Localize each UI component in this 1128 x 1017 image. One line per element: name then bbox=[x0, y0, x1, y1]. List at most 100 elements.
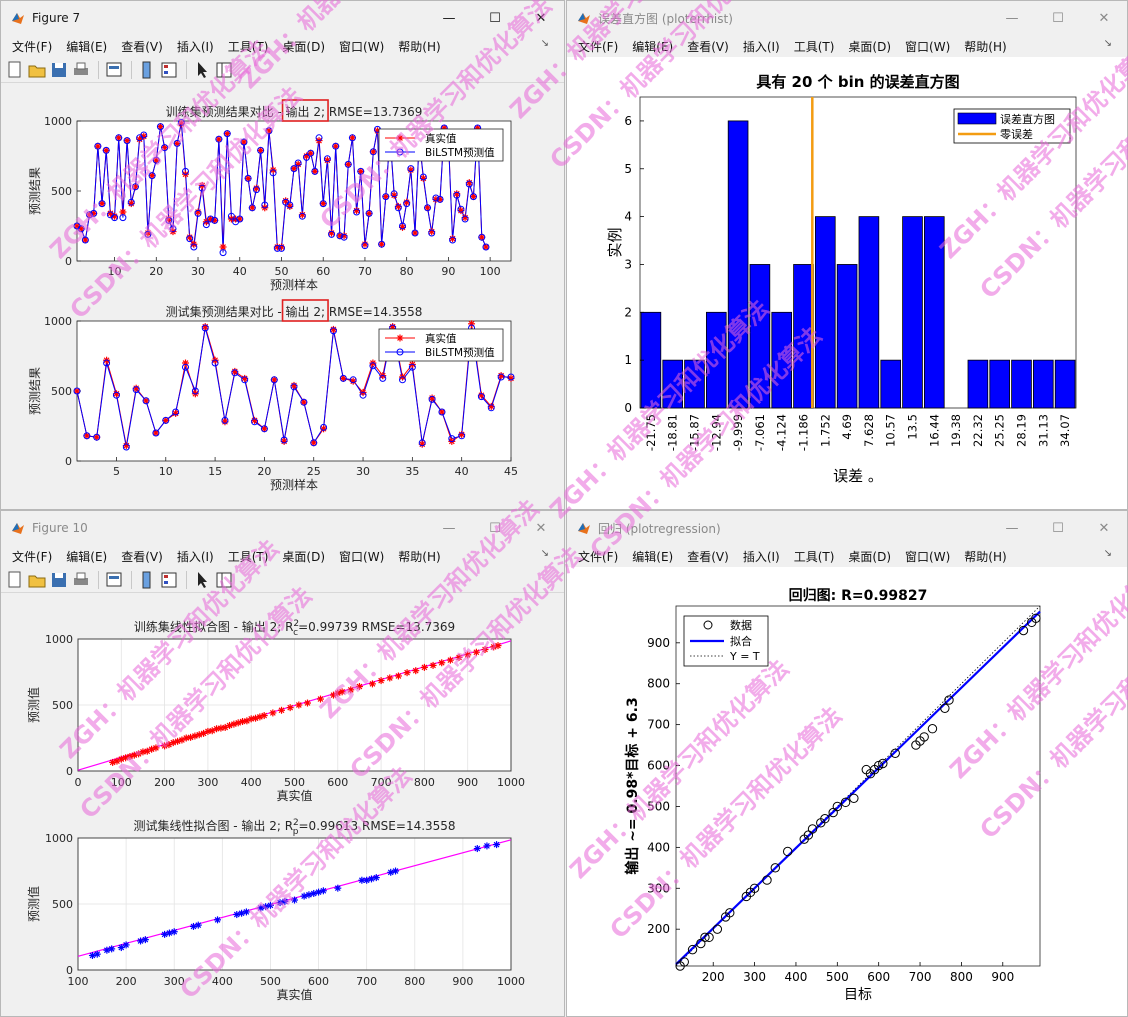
circle-marker bbox=[221, 416, 229, 424]
circle-marker bbox=[98, 200, 106, 208]
maximize-button[interactable]: ☐ bbox=[1052, 520, 1064, 536]
menu-item-4[interactable]: 工具(T) bbox=[227, 39, 269, 54]
xtick-label: 1000 bbox=[497, 975, 525, 988]
menu-item-7[interactable]: 帮助(H) bbox=[398, 549, 441, 564]
menu-item-6[interactable]: 窗口(W) bbox=[905, 39, 951, 54]
menu-item-7[interactable]: 帮助(H) bbox=[398, 39, 441, 54]
close-button[interactable]: ✕ bbox=[1098, 10, 1110, 26]
dock-arrow-icon[interactable]: ↘ bbox=[1103, 38, 1112, 49]
legend-icon[interactable] bbox=[159, 60, 179, 80]
star-marker bbox=[131, 183, 139, 191]
dock-arrow-icon[interactable]: ↘ bbox=[540, 548, 549, 559]
menu-item-7[interactable]: 帮助(H) bbox=[964, 39, 1007, 54]
property-inspector-icon[interactable] bbox=[214, 570, 234, 590]
star-marker bbox=[270, 376, 278, 384]
close-button[interactable]: ✕ bbox=[535, 10, 547, 26]
star-marker bbox=[483, 842, 491, 850]
star-marker bbox=[319, 200, 327, 208]
menu-item-3[interactable]: 插入(I) bbox=[742, 39, 780, 54]
maximize-button[interactable]: ☐ bbox=[1052, 10, 1064, 26]
dock-arrow-icon[interactable]: ↘ bbox=[540, 38, 549, 49]
new-file-icon[interactable] bbox=[5, 570, 25, 590]
menu-item-1[interactable]: 编辑(E) bbox=[632, 39, 674, 54]
minimize-button[interactable]: — bbox=[442, 520, 456, 536]
figure7-titlebar[interactable]: Figure 7 — ☐ ✕ bbox=[1, 1, 564, 35]
xtick-label: 600 bbox=[308, 975, 329, 988]
menu-item-5[interactable]: 桌面(D) bbox=[848, 39, 892, 54]
menu-item-2[interactable]: 查看(V) bbox=[687, 549, 729, 564]
figure10-titlebar[interactable]: Figure 10 — ☐ ✕ bbox=[1, 511, 564, 545]
menu-item-4[interactable]: 工具(T) bbox=[793, 549, 835, 564]
star-marker bbox=[213, 725, 221, 733]
menu-item-7[interactable]: 帮助(H) bbox=[964, 549, 1007, 564]
minimize-button[interactable]: — bbox=[1005, 10, 1019, 26]
menu-item-6[interactable]: 窗口(W) bbox=[905, 549, 951, 564]
open-folder-icon[interactable] bbox=[27, 570, 47, 590]
regression-title: 回归图: R=0.99827 bbox=[789, 587, 928, 604]
close-button[interactable]: ✕ bbox=[535, 520, 547, 536]
link-plot-icon[interactable] bbox=[104, 570, 124, 590]
star-marker bbox=[396, 134, 404, 142]
link-plot-icon[interactable] bbox=[104, 60, 124, 80]
print-icon[interactable] bbox=[71, 60, 91, 80]
minimize-button[interactable]: — bbox=[442, 10, 456, 26]
menu-item-4[interactable]: 工具(T) bbox=[227, 549, 269, 564]
pointer-icon[interactable] bbox=[192, 60, 212, 80]
minimize-button[interactable]: — bbox=[1005, 520, 1019, 536]
regression-titlebar[interactable]: 回归 (plotregression) — ☐ ✕ bbox=[567, 511, 1127, 545]
menu-item-6[interactable]: 窗口(W) bbox=[339, 549, 385, 564]
menu-item-3[interactable]: 插入(I) bbox=[176, 39, 214, 54]
pointer-icon[interactable] bbox=[192, 570, 212, 590]
menu-item-5[interactable]: 桌面(D) bbox=[282, 39, 326, 54]
new-file-icon[interactable] bbox=[5, 60, 25, 80]
menu-item-2[interactable]: 查看(V) bbox=[121, 39, 163, 54]
menu-item-2[interactable]: 查看(V) bbox=[687, 39, 729, 54]
menu-item-1[interactable]: 编辑(E) bbox=[66, 39, 108, 54]
window-title: Figure 10 bbox=[32, 521, 88, 535]
menu-item-5[interactable]: 桌面(D) bbox=[848, 549, 892, 564]
menu-item-5[interactable]: 桌面(D) bbox=[282, 549, 326, 564]
star-marker bbox=[478, 233, 486, 241]
print-icon[interactable] bbox=[71, 570, 91, 590]
menu-item-1[interactable]: 编辑(E) bbox=[66, 549, 108, 564]
menu-item-0[interactable]: 文件(F) bbox=[578, 549, 619, 564]
circle-marker bbox=[280, 436, 288, 444]
menu-item-3[interactable]: 插入(I) bbox=[176, 549, 214, 564]
menu-item-4[interactable]: 工具(T) bbox=[793, 39, 835, 54]
close-button[interactable]: ✕ bbox=[1098, 520, 1110, 536]
dock-arrow-icon[interactable]: ↘ bbox=[1103, 548, 1112, 559]
menu-item-6[interactable]: 窗口(W) bbox=[339, 39, 385, 54]
circle-marker bbox=[359, 391, 367, 399]
circle-marker bbox=[361, 242, 369, 250]
regression-canvas[interactable]: 200 300 400 500 600 700 800 900 200 300 400 500 600 7… bbox=[567, 567, 1128, 1017]
star-marker bbox=[266, 901, 274, 909]
menu-item-0[interactable]: 文件(F) bbox=[12, 549, 53, 564]
circle-marker bbox=[408, 363, 416, 371]
circle-marker bbox=[396, 348, 404, 356]
menu-item-2[interactable]: 查看(V) bbox=[121, 549, 163, 564]
colorbar-icon[interactable] bbox=[137, 570, 157, 590]
save-icon[interactable] bbox=[49, 570, 69, 590]
menu-item-0[interactable]: 文件(F) bbox=[578, 39, 619, 54]
maximize-button[interactable]: ☐ bbox=[489, 520, 501, 536]
figure10-canvas[interactable]: 0 100 200 300 400 500 600 700 800 900 100005001000… bbox=[1, 593, 565, 1017]
circle-marker bbox=[329, 327, 337, 335]
colorbar-icon[interactable] bbox=[137, 60, 157, 80]
menu-item-1[interactable]: 编辑(E) bbox=[632, 549, 674, 564]
menu-bar: 文件(F) 编辑(E) 查看(V) 插入(I) 工具(T) 桌面(D) 窗口(W) 帮助(H)… bbox=[1, 545, 564, 567]
property-inspector-icon[interactable] bbox=[214, 60, 234, 80]
star-marker bbox=[355, 683, 363, 691]
errhist-titlebar[interactable]: 误差直方图 (ploterrhist) — ☐ ✕ bbox=[567, 1, 1127, 35]
star-marker bbox=[233, 911, 241, 919]
circle-marker bbox=[227, 212, 235, 220]
open-folder-icon[interactable] bbox=[27, 60, 47, 80]
menu-item-0[interactable]: 文件(F) bbox=[12, 39, 53, 54]
maximize-button[interactable]: ☐ bbox=[489, 10, 501, 26]
legend-icon[interactable] bbox=[159, 570, 179, 590]
save-icon[interactable] bbox=[49, 60, 69, 80]
circle-marker bbox=[507, 373, 515, 381]
menu-item-3[interactable]: 插入(I) bbox=[742, 549, 780, 564]
star-marker bbox=[240, 138, 248, 146]
errhist-canvas[interactable]: 0 1 2 3 4 5 6 -21.75 -18.81 -15.87 -12.94 -9.999 -7.… bbox=[567, 57, 1128, 510]
